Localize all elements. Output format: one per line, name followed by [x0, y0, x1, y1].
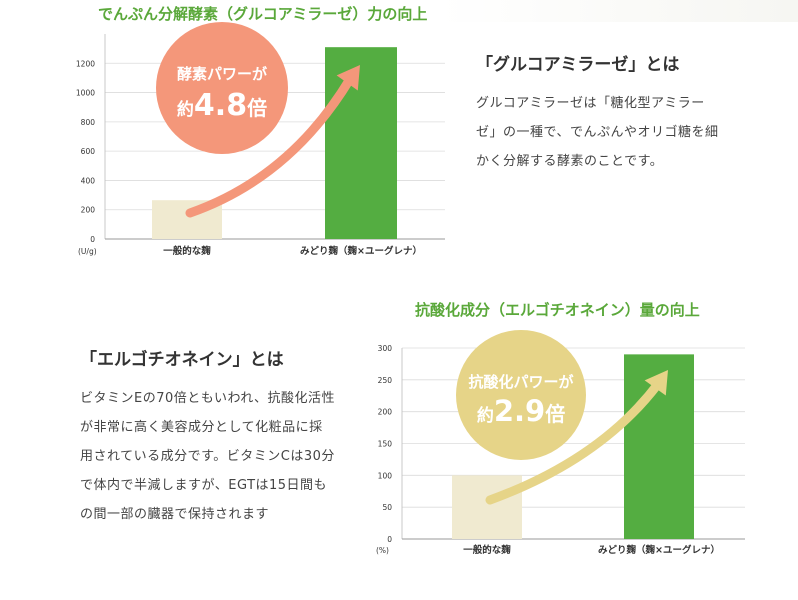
y-tick-label: 0 [90, 235, 95, 244]
chart1-title: でんぷん分解酵素（グルコアミラーゼ）力の向上 [98, 5, 428, 23]
y-tick-label: 1200 [76, 59, 95, 68]
text-line: が非常に高く美容成分として化粧品に採 [80, 420, 323, 435]
ergothioneine-heading: 「エルゴチオネイン」とは [80, 350, 284, 370]
text-line: で体内で半減しますが、EGTは15日間も [80, 478, 328, 493]
y-tick-label: 0 [387, 535, 392, 544]
y-tick-label: 300 [378, 344, 393, 353]
text-line: かく分解する酵素のことです。 [476, 154, 664, 169]
y-tick-label: 600 [81, 147, 96, 156]
text-line: ゼ」の一種で、でんぷんやオリゴ糖を細 [476, 125, 719, 140]
chart2-title: 抗酸化成分（エルゴチオネイン）量の向上 [415, 301, 700, 319]
y-tick-label: 200 [81, 206, 96, 215]
arrow-head [336, 65, 360, 91]
bar-midori-koji [325, 47, 397, 239]
y-tick-label: 800 [81, 118, 96, 127]
text-line: の間一部の臓器で保持されます [80, 507, 270, 522]
glucoamylase-text: グルコアミラーゼは「糖化型アミラー ゼ」の一種で、でんぷんやオリゴ糖を細 かく分… [476, 89, 776, 176]
unit-label: (%) [376, 546, 389, 555]
badge-text: 抗酸化パワーが [468, 373, 574, 391]
y-tick-label: 150 [378, 440, 393, 449]
text-line: グルコアミラーゼは「糖化型アミラー [476, 96, 705, 111]
glucoamylase-explanation: 「グルコアミラーゼ」とは グルコアミラーゼは「糖化型アミラー ゼ」の一種で、でん… [476, 50, 776, 176]
ergothioneine-explanation: 「エルゴチオネイン」とは ビタミンEの70倍ともいわれ、抗酸化活性 が非常に高く… [80, 345, 380, 529]
category-label: 一般的な麹 [463, 544, 511, 556]
category-label: 一般的な麹 [163, 245, 211, 257]
glucoamylase-heading: 「グルコアミラーゼ」とは [476, 55, 680, 75]
unit-label: (U/g) [78, 247, 97, 256]
increase-arrow [485, 379, 663, 505]
badge-multiplier: 約4.8倍 [177, 88, 267, 123]
ergothioneine-text: ビタミンEの70倍ともいわれ、抗酸化活性 が非常に高く美容成分として化粧品に採 … [80, 384, 380, 529]
y-tick-label: 100 [378, 471, 393, 480]
y-tick-label: 50 [382, 503, 392, 512]
badge-prefix: 約 [177, 99, 194, 120]
bar-ordinary-koji [452, 475, 522, 539]
badge-circle [456, 330, 586, 460]
increase-arrow [185, 74, 355, 218]
badge-prefix: 約 [477, 405, 494, 426]
badge-text: 酵素パワーが [177, 65, 268, 83]
badge-multiplier: 約2.9倍 [477, 394, 565, 428]
top-background-fade [0, 0, 798, 22]
category-label: みどり麹（麹×ユーグレナ） [598, 544, 720, 556]
badge-circle [156, 22, 288, 154]
y-tick-label: 1000 [76, 89, 95, 98]
badge-value: 4.8 [194, 88, 247, 123]
text-line: 用されている成分です。ビタミンCは30分 [80, 449, 335, 464]
y-tick-label: 400 [81, 176, 96, 185]
category-label: みどり麹（麹×ユーグレナ） [300, 245, 422, 257]
arrow-head [644, 370, 668, 396]
text-line: ビタミンEの70倍ともいわれ、抗酸化活性 [80, 391, 335, 406]
badge-suffix: 倍 [247, 96, 267, 120]
badge-suffix: 倍 [545, 402, 565, 426]
badge-value: 2.9 [494, 394, 545, 428]
y-tick-label: 250 [378, 376, 393, 385]
y-tick-label: 200 [378, 408, 393, 417]
